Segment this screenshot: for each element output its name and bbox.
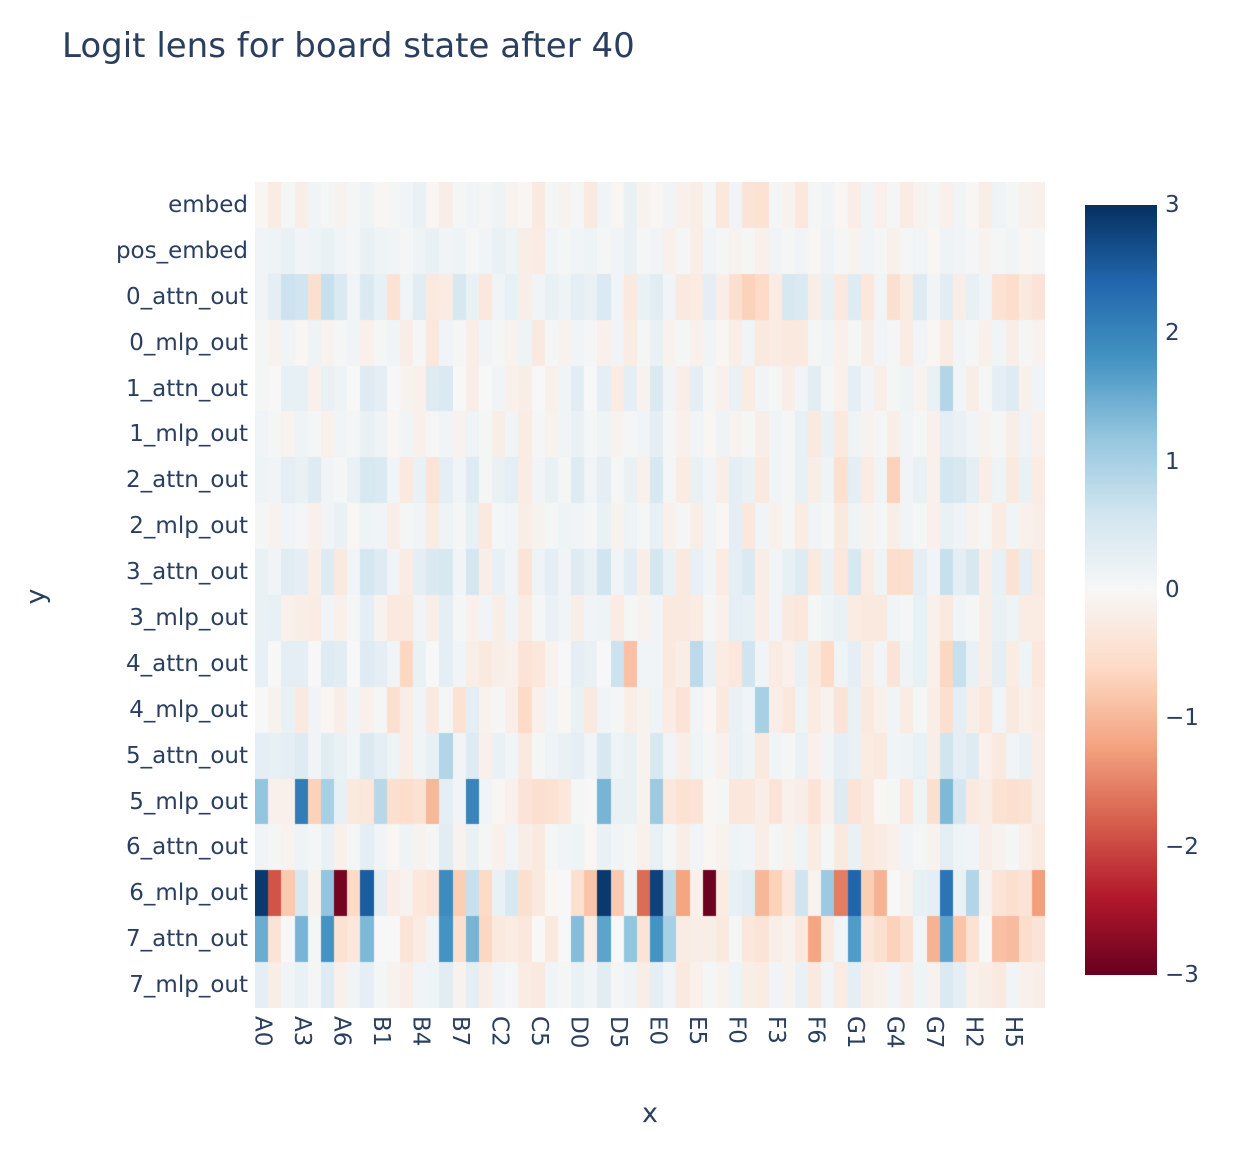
y-tick-label-0_mlp_out: 0_mlp_out <box>129 329 248 356</box>
x-tick-label-C5: C5 <box>526 1016 553 1047</box>
x-tick-label-A6: A6 <box>328 1016 355 1047</box>
y-tick-label-1_attn_out: 1_attn_out <box>125 375 248 402</box>
y-tick-label-6_mlp_out: 6_mlp_out <box>129 880 248 907</box>
x-tick-label-B4: B4 <box>407 1016 434 1047</box>
x-tick-label-G1: G1 <box>842 1016 869 1049</box>
x-tick-label-B1: B1 <box>368 1016 395 1047</box>
heatmap-plot-area <box>255 182 1045 1008</box>
x-tick-label-G4: G4 <box>881 1016 908 1049</box>
y-tick-label-3_mlp_out: 3_mlp_out <box>129 604 248 631</box>
y-tick-label-3_attn_out: 3_attn_out <box>125 559 248 586</box>
y-tick-label-2_attn_out: 2_attn_out <box>125 467 248 494</box>
y-tick-label-7_mlp_out: 7_mlp_out <box>129 972 248 999</box>
colorbar-tick-label-3: 3 <box>1165 192 1180 218</box>
colorbar-tick-label--2: −2 <box>1165 833 1199 860</box>
y-tick-label-pos_embed: pos_embed <box>115 237 248 264</box>
x-tick-label-D5: D5 <box>605 1016 632 1049</box>
y-tick-label-embed: embed <box>168 191 248 218</box>
heatmap-canvas[interactable] <box>255 182 1045 1008</box>
colorbar-tick-label--3: −3 <box>1165 962 1199 988</box>
x-tick-label-B7: B7 <box>447 1016 474 1047</box>
y-tick-label-6_attn_out: 6_attn_out <box>125 834 248 861</box>
x-tick-label-C2: C2 <box>486 1016 513 1047</box>
colorbar <box>1085 205 1157 975</box>
x-tick-label-F0: F0 <box>723 1016 750 1044</box>
x-tick-label-F3: F3 <box>763 1016 790 1044</box>
colorbar-tick-label-2: 2 <box>1165 320 1180 347</box>
y-tick-label-7_attn_out: 7_attn_out <box>125 926 248 953</box>
y-tick-label-2_mlp_out: 2_mlp_out <box>129 513 248 540</box>
x-tick-label-E0: E0 <box>644 1016 671 1046</box>
x-axis-title: x <box>642 1098 658 1129</box>
x-tick-label-A3: A3 <box>289 1016 316 1047</box>
x-tick-label-A0: A0 <box>249 1016 276 1047</box>
x-tick-label-H5: H5 <box>1000 1016 1027 1048</box>
y-tick-label-4_mlp_out: 4_mlp_out <box>129 696 248 723</box>
y-axis-title: y <box>20 588 52 605</box>
colorbar-tick-label--1: −1 <box>1165 705 1199 732</box>
y-tick-label-1_mlp_out: 1_mlp_out <box>129 421 248 448</box>
x-tick-label-F6: F6 <box>802 1016 829 1044</box>
y-tick-label-4_attn_out: 4_attn_out <box>125 650 248 677</box>
colorbar-tick-label-1: 1 <box>1165 448 1180 475</box>
x-tick-label-D0: D0 <box>565 1016 592 1049</box>
x-tick-label-H2: H2 <box>960 1016 987 1048</box>
chart-title: Logit lens for board state after 40 <box>62 26 635 66</box>
y-tick-label-5_attn_out: 5_attn_out <box>125 742 248 769</box>
y-tick-label-0_attn_out: 0_attn_out <box>125 283 248 310</box>
y-tick-label-5_mlp_out: 5_mlp_out <box>129 788 248 815</box>
colorbar-tick-label-0: 0 <box>1165 577 1180 603</box>
x-tick-label-G7: G7 <box>921 1016 948 1049</box>
x-tick-label-E5: E5 <box>684 1016 711 1046</box>
